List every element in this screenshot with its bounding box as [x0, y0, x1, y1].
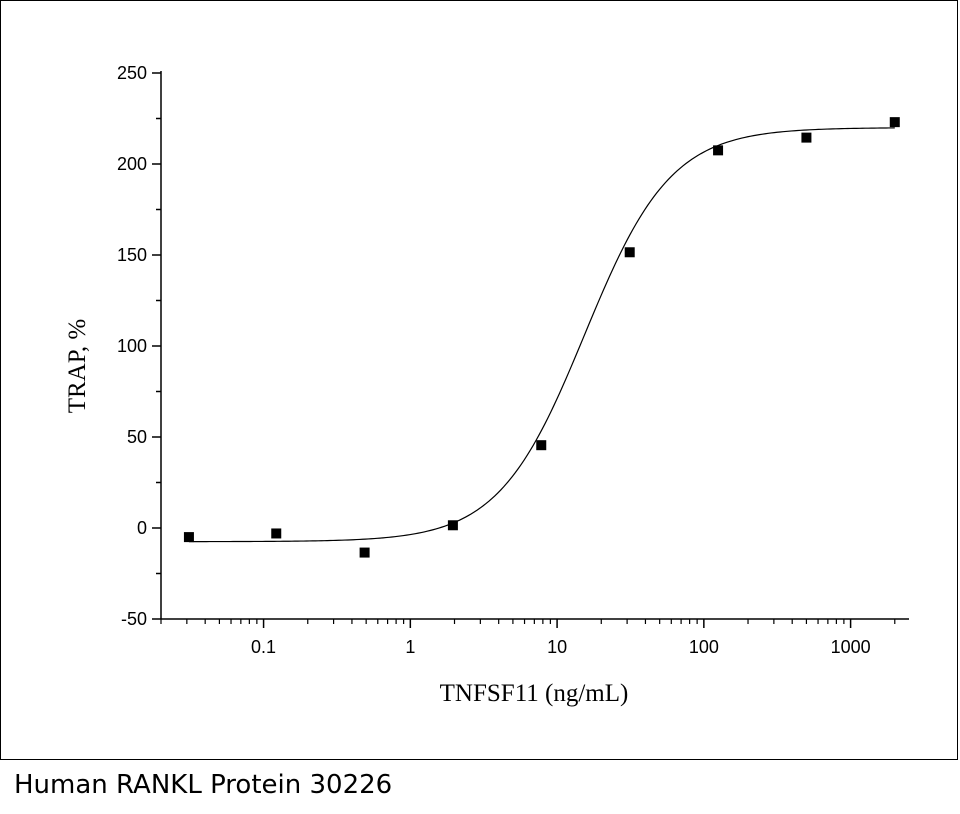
- y-axis-title: TRAP, %: [64, 319, 91, 413]
- x-tick-label: 1000: [831, 637, 871, 657]
- y-tick-label: 150: [117, 245, 147, 265]
- x-tick-label: 1: [405, 637, 415, 657]
- data-point: [889, 117, 900, 128]
- data-point: [183, 532, 194, 543]
- y-tick-label: 0: [137, 518, 147, 538]
- x-tick-label: 10: [547, 637, 567, 657]
- x-tick-label: 0.1: [251, 637, 276, 657]
- figure-frame: -50 0 50 100 150 200 250 0.1 1 10 100 1000 TNFSF11 …: [0, 0, 958, 760]
- dose-response-chart: -50 0 50 100 150 200 250 0.1 1 10 100 1000 TNFSF11 …: [64, 63, 909, 707]
- x-axis-title: TNFSF11 (ng/mL): [440, 680, 629, 707]
- data-point: [801, 132, 812, 143]
- data-point: [624, 247, 635, 258]
- data-point: [447, 520, 458, 531]
- fit-curve: [188, 127, 895, 543]
- y-tick-label: 250: [117, 63, 147, 83]
- y-tick-label: 50: [127, 427, 147, 447]
- y-tick-label: 100: [117, 336, 147, 356]
- data-point: [713, 145, 724, 156]
- figure-caption: Human RANKL Protein 30226: [14, 770, 393, 800]
- axes: -50 0 50 100 150 200 250 0.1 1 10 100 1000: [117, 63, 909, 657]
- data-point: [536, 440, 547, 451]
- y-tick-label: 200: [117, 154, 147, 174]
- fit-curve-layer: [188, 127, 895, 543]
- data-points: [183, 117, 900, 558]
- y-tick-label: -50: [121, 609, 147, 629]
- x-tick-label: 100: [689, 637, 719, 657]
- data-point: [271, 528, 282, 539]
- data-point: [359, 547, 370, 558]
